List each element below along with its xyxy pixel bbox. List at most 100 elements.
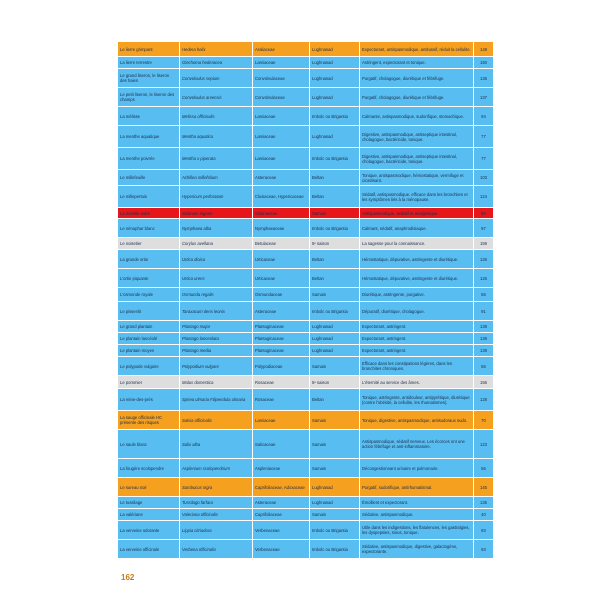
plant-common-name: Le saule blanc	[118, 430, 179, 458]
plant-festival: Beltan	[310, 269, 359, 287]
plant-latin-name: Malus domestica	[180, 376, 252, 388]
plant-properties: Digestive, antispasmodique, antiseptique…	[360, 126, 473, 147]
plant-page-ref: 56	[474, 459, 493, 477]
plant-properties: Sédative, antispasmodique, digestive, ga…	[360, 540, 473, 558]
plant-common-name: Le noisetier	[118, 238, 179, 249]
table-row: La verveine officinale Verbena officinali…	[118, 540, 493, 558]
plant-festival: Samain	[310, 411, 359, 429]
plant-family: Asteraceae	[253, 497, 309, 508]
plant-common-name: Le polypode vulgaire	[118, 357, 179, 375]
table-row: La grande ortie Urtica dioica Urticaceae Be…	[118, 250, 493, 268]
plant-latin-name: Mentha x piperata	[180, 148, 252, 169]
plant-latin-name: Hypericum perforatum	[180, 186, 252, 207]
plant-latin-name: Corylus avellana	[180, 238, 252, 249]
plant-properties: Tonique, antispasmodique, hémostatique, …	[360, 170, 473, 185]
plant-common-name: Le lierre grimpant	[118, 42, 179, 56]
plant-festival: Samain	[310, 459, 359, 477]
plant-family: Lamiaceae	[253, 107, 309, 125]
plant-festival: Lughnasad	[310, 88, 359, 106]
table-row: La fougère scolopendre Asplenium scolopen…	[118, 459, 493, 477]
table-row: L'ortie piquante Urtica urens Urticaceae Be…	[118, 269, 493, 287]
table-row: La valériane Valeriana officinalis Caprifo…	[118, 509, 493, 520]
table-row: La lierre terrestre Glechoma hederacea Lam…	[118, 57, 493, 68]
table-row: Le millefeuille Achillea millefolium Aster…	[118, 170, 493, 185]
plant-table-body: Le lierre grimpant Hedera helix Araliaceae…	[118, 42, 493, 558]
plant-family: Nymphaeaceae	[253, 219, 309, 237]
plant-family: Urticaceae	[253, 250, 309, 268]
plant-festival: Lughnasad	[310, 42, 359, 56]
table-row: Le pommier Malus domestica Rosaceae 5ᵉ sais…	[118, 376, 493, 388]
plant-festival: Samain	[310, 208, 359, 218]
table-row: Le lierre grimpant Hedera helix Araliaceae…	[118, 42, 493, 56]
table-row: Le tussilage Tussilago farfara Asteraceae L…	[118, 497, 493, 508]
table-row: Le sureau noir Sambucus nigra Caprifoliace…	[118, 478, 493, 496]
plant-common-name: Le plantain moyen	[118, 345, 179, 356]
plant-properties: Expectorant, astringent.	[360, 321, 473, 332]
plant-page-ref: 138	[474, 345, 493, 356]
plant-page-ref: 159	[474, 238, 493, 249]
plant-page-ref: 70	[474, 411, 493, 429]
plant-latin-name: Tussilago farfara	[180, 497, 252, 508]
plant-festival: Lughnasad	[310, 126, 359, 147]
plant-festival: 5ᵉ saison	[310, 238, 359, 249]
plant-properties: L'éternité au service des âmes.	[360, 376, 473, 388]
table-row: Le grand plantain Plantago major Plantagin…	[118, 321, 493, 332]
plant-family: Caprifoliaceae	[253, 509, 309, 520]
page-number: 162	[121, 573, 135, 582]
plant-page-ref: 97	[474, 219, 493, 237]
plant-festival: Samain	[310, 509, 359, 520]
plant-properties: La sagesse pour la connaissance.	[360, 238, 473, 249]
plant-properties: Digestive, antispasmodique, antiseptique…	[360, 148, 473, 169]
plant-page-ref: 93	[474, 521, 493, 539]
plant-common-name: Le millepertuis	[118, 186, 179, 207]
plant-common-name: La fougère scolopendre	[118, 459, 179, 477]
plant-festival: Samain	[310, 430, 359, 458]
plant-common-name: Le nénuphar blanc	[118, 219, 179, 237]
plant-page-ref: 138	[474, 321, 493, 332]
table-row: La menthe aquatique Mentha aquatica Lamiac…	[118, 126, 493, 147]
plant-family: Plantaginaceae	[253, 345, 309, 356]
plant-family: Solanaceae	[253, 208, 309, 218]
table-row: Le grand liseron, le liseron des haies Co…	[118, 69, 493, 87]
plant-latin-name: Urtica urens	[180, 269, 252, 287]
plant-latin-name: Valeriana officinalis	[180, 509, 252, 520]
plant-festival: Beltan	[310, 250, 359, 268]
plant-latin-name: Mentha aquatica	[180, 126, 252, 147]
plant-common-name: L'osmonde royale	[118, 288, 179, 301]
plant-festival: Lughnasad	[310, 321, 359, 332]
plant-properties: Tonique, digestive, antispasmodique, ant…	[360, 411, 473, 429]
plant-festival: Imbolc ou Brigantia	[310, 540, 359, 558]
plant-page-ref: 77	[474, 126, 493, 147]
plant-common-name: La lierre terrestre	[118, 57, 179, 68]
plant-properties: Hémostatique, dépurative, astringente et…	[360, 250, 473, 268]
plant-festival: Beltan	[310, 389, 359, 410]
plant-festival: Lughnasad	[310, 478, 359, 496]
plant-festival: Lughnasad	[310, 333, 359, 344]
table-row: Le plantain lancéolé Plantago lanceolata P…	[118, 333, 493, 344]
plant-family: Convolvulaceae	[253, 88, 309, 106]
plant-family: Lamiaceae	[253, 126, 309, 147]
plant-page-ref: 103	[474, 170, 493, 185]
plant-properties: Émollient et expectorant.	[360, 497, 473, 508]
plant-properties: Sédative, antispasmodique.	[360, 509, 473, 520]
plant-family: Plantaginaceae	[253, 321, 309, 332]
plant-family: Lamiaceae	[253, 148, 309, 169]
plant-page-ref: 138	[474, 333, 493, 344]
plant-page-ref: 93	[474, 540, 493, 558]
plant-common-name: La valériane	[118, 509, 179, 520]
plant-properties: Dépuratif, diurétique, cholagogue.	[360, 302, 473, 320]
plant-properties: Purgatif, sudorifique, antirhumatismal.	[360, 478, 473, 496]
plant-table: Le lierre grimpant Hedera helix Araliaceae…	[117, 41, 494, 559]
plant-properties: Utile dans les indigestions, les flatule…	[360, 521, 473, 539]
plant-properties: Calmante, antispasmodique, sudorifique, …	[360, 107, 473, 125]
plant-festival: Imbolc ou Brigantia	[310, 107, 359, 125]
plant-festival: Lughnasad	[310, 69, 359, 87]
plant-properties: Expectorant, astringent.	[360, 345, 473, 356]
plant-properties: Antispasmodique, sédatif nerveux. Les éc…	[360, 430, 473, 458]
plant-common-name: L'ortie piquante	[118, 269, 179, 287]
plant-festival: Imbolc ou Brigantia	[310, 148, 359, 169]
plant-latin-name: Urtica dioica	[180, 250, 252, 268]
plant-common-name: Le petit liseron, le liseron des champs	[118, 88, 179, 106]
table-row: Le petit liseron, le liseron des champs C…	[118, 88, 493, 106]
table-row: La reine-des-prés Spirea ulmaria Filipend…	[118, 389, 493, 410]
